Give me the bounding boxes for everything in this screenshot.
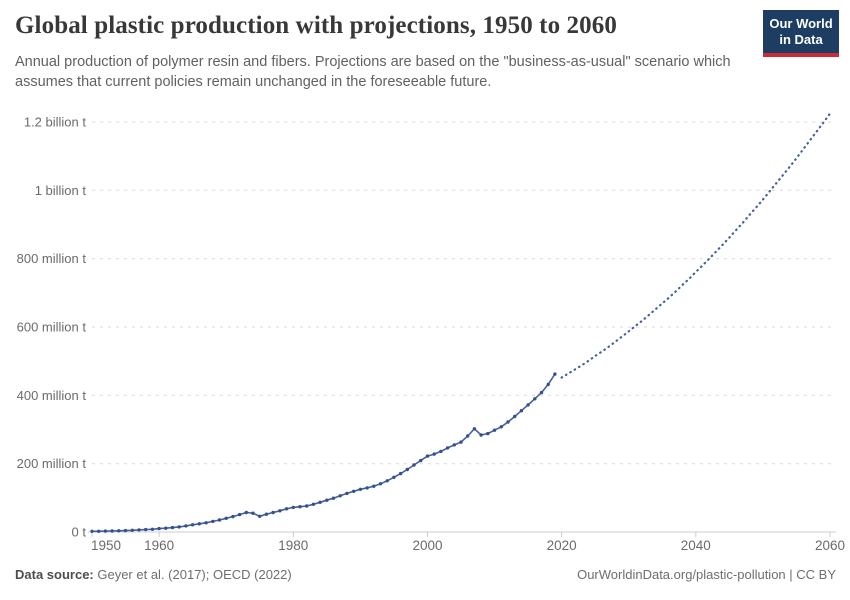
data-point-marker[interactable] <box>130 528 134 532</box>
data-point-marker[interactable] <box>472 427 477 431</box>
data-point-marker[interactable] <box>157 526 161 531</box>
data-point-marker[interactable] <box>506 420 510 424</box>
data-source-value: Geyer et al. (2017); OECD (2022) <box>93 567 292 582</box>
data-point-marker[interactable] <box>224 516 228 520</box>
data-point-marker[interactable] <box>291 505 295 510</box>
data-point-marker[interactable] <box>432 452 436 456</box>
data-point-marker[interactable] <box>184 524 188 528</box>
y-axis-tick-label: 400 million t <box>17 388 87 403</box>
data-point-marker[interactable] <box>170 525 175 530</box>
data-point-marker[interactable] <box>237 512 242 517</box>
data-point-marker[interactable] <box>513 414 517 419</box>
y-axis-tick-label: 1 billion t <box>35 183 87 198</box>
plot-area[interactable]: 0 t 200 million t 400 million t 600 million… <box>0 100 850 560</box>
data-point-marker[interactable] <box>452 443 456 447</box>
data-source-label: Data source: <box>15 567 94 582</box>
data-point-marker[interactable] <box>90 529 94 533</box>
chart-footer: Data source: Geyer et al. (2017); OECD (… <box>15 567 836 582</box>
data-point-marker[interactable] <box>352 489 356 493</box>
line-chart-svg[interactable]: 0 t 200 million t 400 million t 600 million… <box>0 100 850 560</box>
data-point-marker[interactable] <box>459 440 463 444</box>
data-point-marker[interactable] <box>311 502 316 506</box>
data-point-marker[interactable] <box>378 482 383 486</box>
data-point-marker[interactable] <box>553 372 557 376</box>
data-point-marker[interactable] <box>398 471 403 476</box>
y-axis-tick-label: 0 t <box>72 525 87 540</box>
data-point-marker[interactable] <box>117 529 121 533</box>
data-point-marker[interactable] <box>492 428 497 432</box>
data-point-marker[interactable] <box>479 433 483 437</box>
data-point-marker[interactable] <box>331 496 336 500</box>
data-point-marker[interactable] <box>372 484 376 488</box>
owid-logo-line2: in Data <box>779 31 823 47</box>
data-point-marker[interactable] <box>486 431 490 436</box>
data-point-marker[interactable] <box>526 403 530 407</box>
data-point-marker[interactable] <box>123 528 128 533</box>
data-point-marker[interactable] <box>325 498 329 502</box>
data-point-marker[interactable] <box>546 382 550 387</box>
data-point-marker[interactable] <box>204 521 208 525</box>
data-point-marker[interactable] <box>197 522 201 526</box>
y-axis-tick-label: 800 million t <box>17 251 87 266</box>
data-point-marker[interactable] <box>445 446 450 450</box>
data-point-marker[interactable] <box>345 491 349 496</box>
data-point-marker[interactable] <box>258 514 262 518</box>
owid-logo[interactable]: Our World in Data <box>763 10 839 57</box>
data-point-marker[interactable] <box>499 425 503 429</box>
projection-line <box>560 112 832 379</box>
data-point-marker[interactable] <box>231 514 235 519</box>
x-axis-tick-label: 2040 <box>681 538 711 553</box>
x-axis-tick-label: 2020 <box>547 538 577 553</box>
data-point-marker[interactable] <box>217 518 222 522</box>
data-point-marker[interactable] <box>264 512 269 516</box>
data-point-marker[interactable] <box>425 454 430 458</box>
x-axis-tick-label: 1950 <box>91 538 121 553</box>
data-point-marker[interactable] <box>271 510 275 515</box>
data-point-marker[interactable] <box>365 486 369 490</box>
data-point-marker[interactable] <box>318 500 322 504</box>
citation-link[interactable]: OurWorldinData.org/plastic-pollution | C… <box>577 567 836 582</box>
y-axis-tick-label: 200 million t <box>17 456 87 471</box>
data-point-marker[interactable] <box>103 529 108 533</box>
data-point-marker[interactable] <box>177 525 181 529</box>
data-point-marker[interactable] <box>519 409 524 413</box>
y-axis-tick-label: 1.2 billion t <box>24 115 87 130</box>
data-point-marker[interactable] <box>439 449 443 454</box>
data-point-marker[interactable] <box>305 504 309 508</box>
data-point-marker[interactable] <box>244 510 248 515</box>
data-point-marker[interactable] <box>466 434 470 438</box>
data-point-marker[interactable] <box>190 523 195 527</box>
data-point-marker[interactable] <box>385 479 389 483</box>
x-axis-tick-label: 1980 <box>278 538 308 553</box>
y-axis-tick-label: 600 million t <box>17 320 87 335</box>
data-point-marker[interactable] <box>110 529 114 533</box>
data-point-marker[interactable] <box>137 528 141 532</box>
data-point-marker[interactable] <box>412 463 416 467</box>
data-point-marker[interactable] <box>251 511 255 515</box>
x-axis-tick-label: 1960 <box>144 538 174 553</box>
data-point-marker[interactable] <box>284 507 289 511</box>
data-point-marker[interactable] <box>150 527 155 531</box>
data-point-marker[interactable] <box>533 397 537 401</box>
historical-line <box>92 373 556 533</box>
data-point-marker[interactable] <box>298 505 302 509</box>
data-point-marker[interactable] <box>278 509 282 513</box>
x-axis-tick-label: 2060 <box>815 538 845 553</box>
data-point-marker[interactable] <box>164 526 168 530</box>
page-title: Global plastic production with projectio… <box>15 12 617 39</box>
data-point-marker[interactable] <box>144 527 148 532</box>
data-source: Data source: Geyer et al. (2017); OECD (… <box>15 567 292 582</box>
data-point-marker[interactable] <box>419 458 423 463</box>
x-axis-tick-label: 2000 <box>412 538 442 553</box>
data-point-marker[interactable] <box>358 487 363 491</box>
data-point-marker[interactable] <box>211 519 215 524</box>
owid-logo-line1: Our World <box>769 16 833 31</box>
data-point-marker[interactable] <box>392 475 396 479</box>
data-point-marker[interactable] <box>338 494 342 498</box>
chart-subtitle: Annual production of polymer resin and f… <box>15 54 731 91</box>
data-point-marker[interactable] <box>539 390 544 395</box>
data-point-marker[interactable] <box>405 467 409 472</box>
data-point-marker[interactable] <box>97 529 101 533</box>
